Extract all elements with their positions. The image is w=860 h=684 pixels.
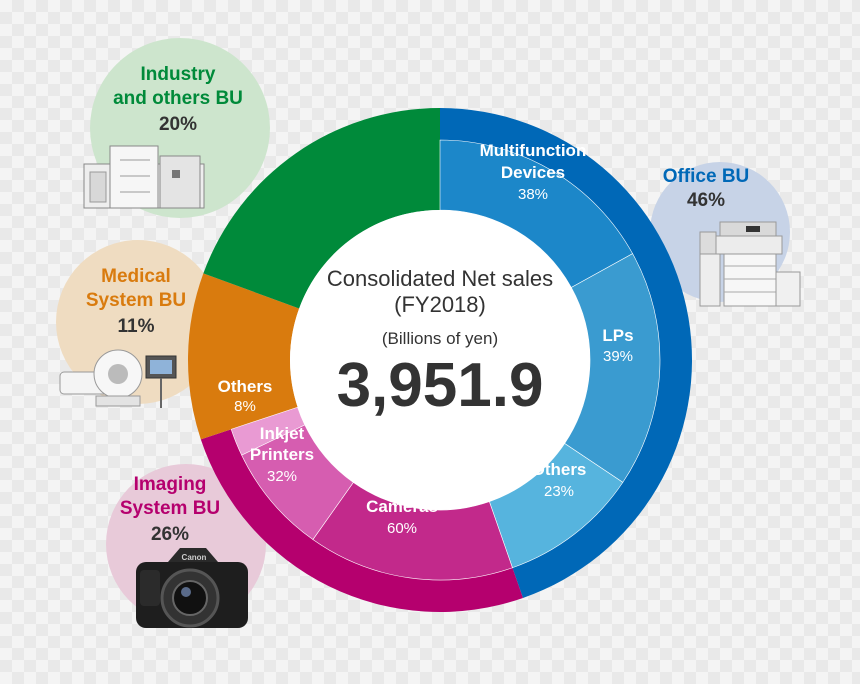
industry-bubble: Industry and others BU 20% [83,38,270,218]
outer-slice-office-bu [440,108,692,598]
lps-label: LPs [602,326,633,345]
inkjet-label-line2: Printers [250,445,314,464]
industry-bubble-title-line2: and others BU [113,88,243,109]
cameras-label: Cameras [366,497,438,516]
office-others-pct: 23% [544,483,574,500]
office-bubble-pct: 46% [687,190,725,211]
medical-bubble-pct: 11% [118,316,155,337]
industry-bubble-pct: 20% [159,114,197,135]
donut-center [290,210,590,510]
inner-labels: Multifunction Devices 38% LPs 39% Others… [218,141,634,537]
office-others-label: Others [532,460,587,479]
mfd-label-line2: Devices [501,163,565,182]
industry-bubble-title-line1: Industry [141,64,216,85]
chart-subtitle: (FY2018) [394,292,486,317]
cameras-pct: 60% [387,520,417,537]
imaging-others-pct: 8% [234,398,256,415]
imaging-bubble-title-line1: Imaging [134,474,207,495]
unit-label: (Billions of yen) [382,329,498,348]
outer-slice-industry-and-others-bu [203,108,440,309]
inkjet-pct: 32% [267,468,297,485]
office-bubble-title: Office BU [663,166,750,187]
svg-text:Canon: Canon [182,553,207,562]
office-printer-icon [699,221,801,307]
inner-ring [230,139,661,581]
medical-bubble-title-line1: Medical [101,266,171,287]
mfd-pct: 38% [518,186,548,203]
ct-scanner-icon [59,349,177,408]
industrial-equipment-icon [83,145,205,209]
chart-title: Consolidated Net sales [327,266,553,291]
office-bubble: Office BU 46% [650,162,801,307]
lps-pct: 39% [603,348,633,365]
imaging-bubble-title-line2: System BU [120,498,220,519]
imaging-others-label: Others [218,377,273,396]
imaging-bubble: Imaging System BU 26% Canon [106,464,266,628]
mfd-label-line1: Multifunction [480,141,587,160]
total-value: 3,951.9 [337,351,544,420]
outer-slice-medical-system-bu [188,273,300,440]
medical-bubble-title-line2: System BU [86,290,186,311]
imaging-bubble-pct: 26% [151,524,189,545]
camera-icon: Canon [136,548,248,628]
inkjet-label-line1: Inkjet [260,424,305,443]
medical-bubble: Medical System BU 11% [56,240,220,408]
